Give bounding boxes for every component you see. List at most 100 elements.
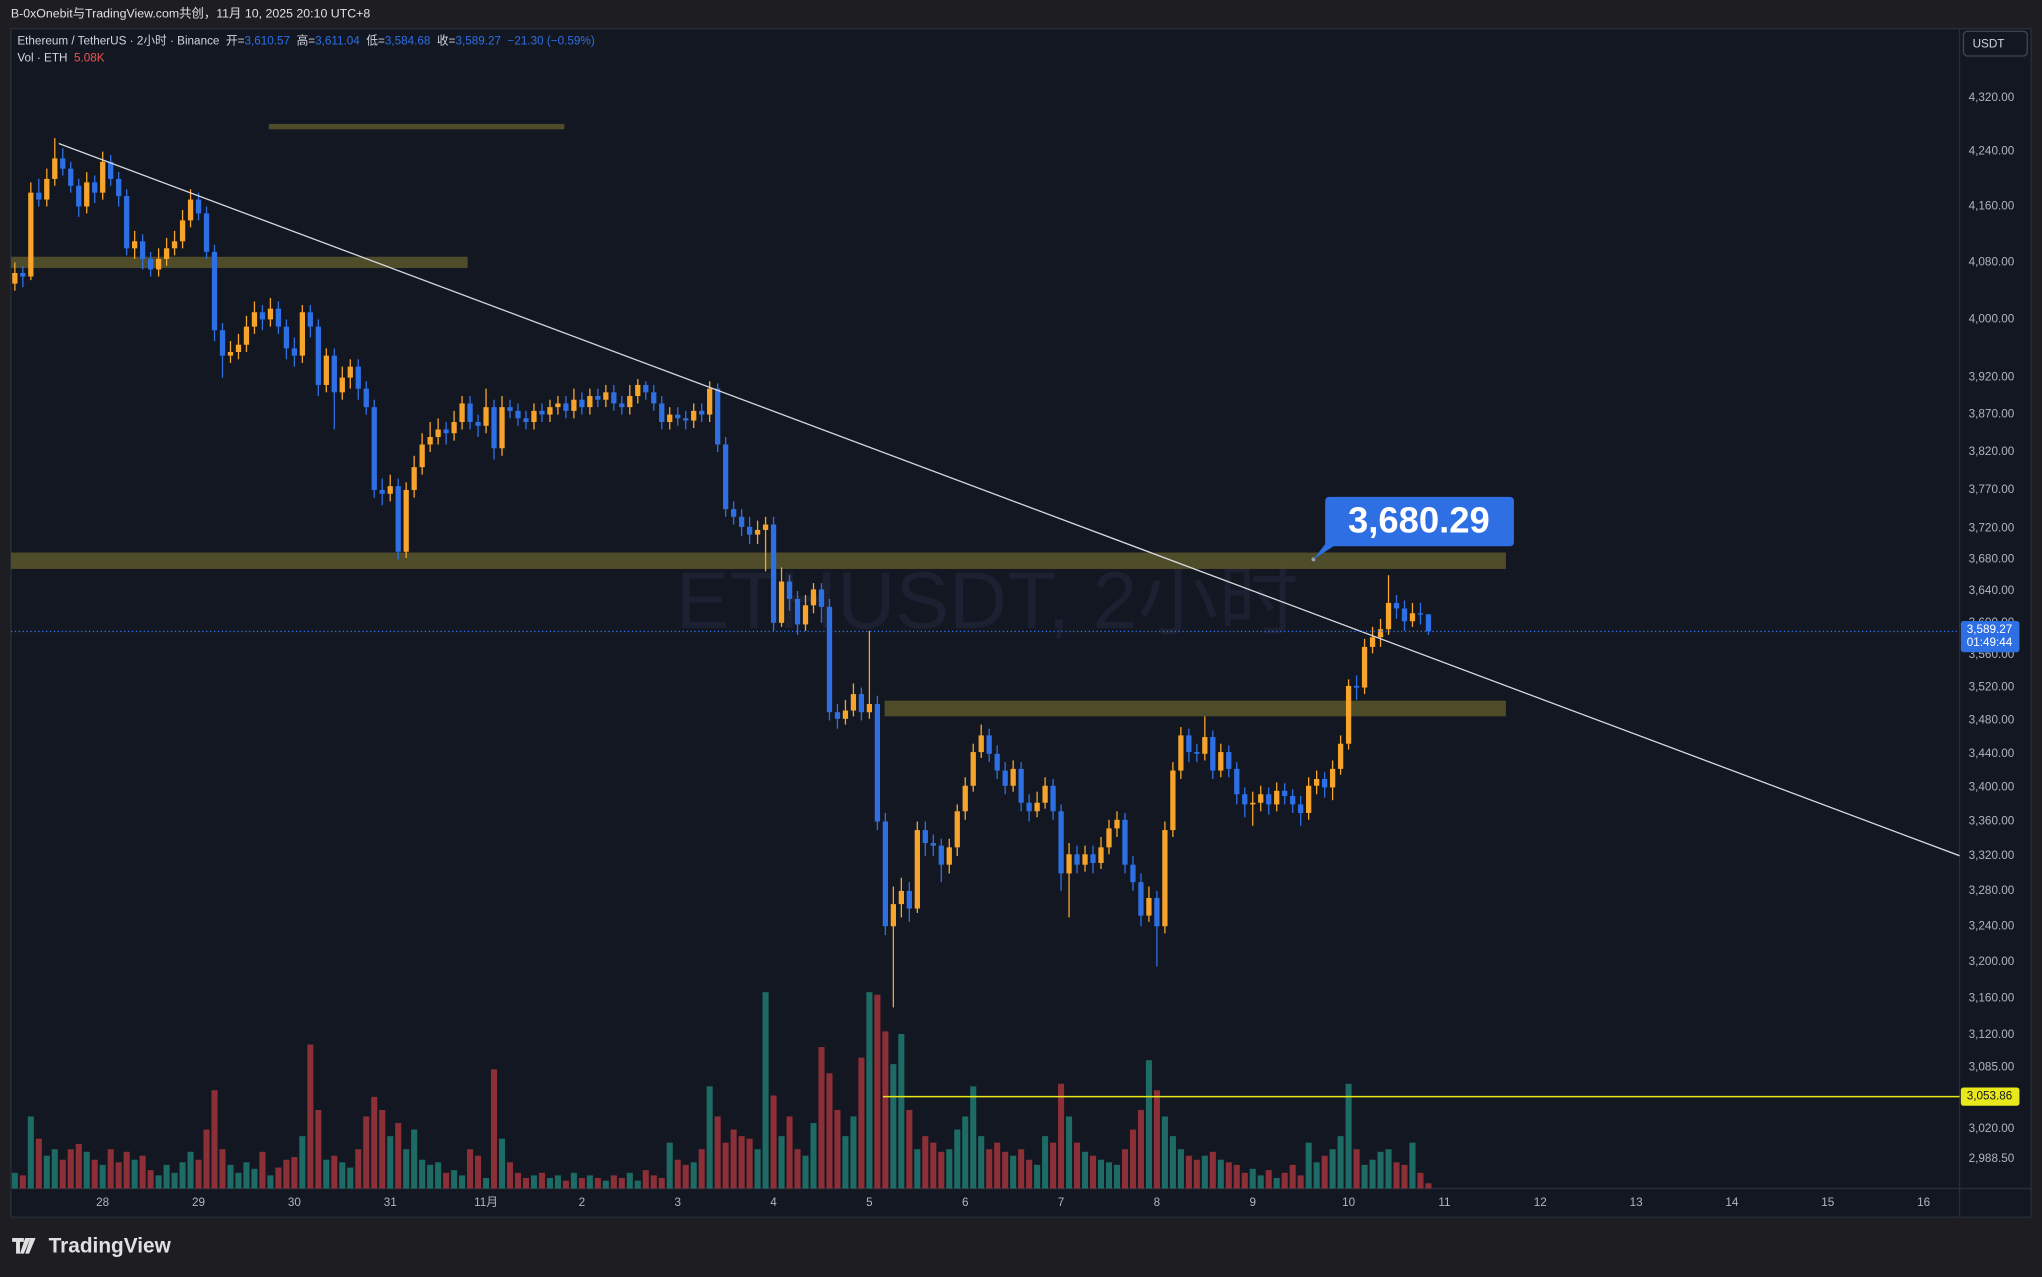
candle-body bbox=[850, 694, 857, 711]
candle-body bbox=[315, 326, 321, 385]
volume-bar bbox=[698, 1149, 705, 1189]
candle-body bbox=[20, 273, 26, 277]
candle-body bbox=[44, 178, 50, 200]
candle-body bbox=[643, 384, 649, 393]
volume-bar bbox=[1257, 1175, 1264, 1189]
candle-body bbox=[459, 403, 465, 423]
candle-body bbox=[187, 199, 194, 221]
volume-bar bbox=[283, 1159, 290, 1189]
volume-bar bbox=[1233, 1164, 1240, 1189]
candle-body bbox=[962, 785, 968, 812]
volume-bar bbox=[562, 1180, 569, 1189]
candle-body bbox=[251, 312, 258, 327]
candle-body bbox=[874, 703, 881, 822]
volume-bar bbox=[67, 1149, 74, 1189]
currency-box[interactable] bbox=[1962, 30, 2028, 57]
candle-body bbox=[1058, 811, 1064, 874]
y-tick-label: 3,640.00 bbox=[1969, 584, 2015, 597]
volume-bar bbox=[618, 1177, 625, 1189]
candle-body bbox=[603, 392, 609, 400]
volume-bar bbox=[1337, 1136, 1344, 1189]
volume-bar bbox=[1081, 1151, 1089, 1189]
volume-bar bbox=[546, 1177, 553, 1189]
volume-bar bbox=[267, 1175, 274, 1189]
volume-bar bbox=[1385, 1149, 1392, 1189]
y-tick-label: 3,400.00 bbox=[1969, 781, 2015, 794]
candle-body bbox=[299, 312, 305, 356]
caption: B-0xOnebit与TradingView.com共创，11月 10, 202… bbox=[11, 7, 371, 21]
volume-bar bbox=[1137, 1109, 1144, 1189]
candle-body bbox=[691, 410, 697, 421]
candle-body bbox=[842, 710, 849, 719]
candle-body bbox=[986, 735, 992, 754]
volume-bar bbox=[714, 1116, 721, 1189]
candle-body bbox=[1154, 897, 1160, 927]
x-tick-label: 11月 bbox=[474, 1196, 498, 1209]
candle-body bbox=[1425, 614, 1432, 632]
volume-bar bbox=[131, 1159, 138, 1189]
candle-body bbox=[1106, 828, 1112, 848]
candle-body bbox=[1034, 802, 1040, 812]
volume-bar bbox=[514, 1172, 522, 1189]
candle-body bbox=[139, 241, 146, 259]
candle-body bbox=[818, 589, 825, 607]
candle-body bbox=[635, 384, 641, 397]
candle-body bbox=[627, 396, 633, 408]
candle-body bbox=[922, 830, 928, 844]
volume-bar bbox=[602, 1180, 609, 1189]
candle-body bbox=[1258, 794, 1264, 803]
volume-bar bbox=[650, 1175, 657, 1189]
candle-body bbox=[116, 178, 122, 197]
x-tick-label: 8 bbox=[1154, 1196, 1161, 1209]
volume-bar bbox=[307, 1044, 314, 1189]
volume-value: 5.08K bbox=[74, 52, 105, 65]
volume-bar bbox=[954, 1129, 961, 1189]
volume-bar bbox=[427, 1164, 434, 1189]
volume-bar bbox=[371, 1096, 378, 1189]
x-tick-label: 7 bbox=[1058, 1196, 1065, 1209]
volume-bar bbox=[1010, 1155, 1017, 1189]
low-value: 3,584.68 bbox=[385, 35, 431, 48]
volume-bar bbox=[1153, 1090, 1160, 1189]
volume-bar bbox=[626, 1172, 633, 1189]
candle-body bbox=[1122, 819, 1128, 865]
candle-body bbox=[443, 429, 449, 434]
volume-bar bbox=[91, 1159, 98, 1189]
volume-bar bbox=[195, 1159, 202, 1189]
volume-bar bbox=[858, 1057, 865, 1189]
volume-bar bbox=[754, 1149, 761, 1189]
volume-bar bbox=[1249, 1168, 1256, 1189]
volume-bar bbox=[1121, 1149, 1129, 1189]
candle-body bbox=[52, 158, 58, 179]
candle-body bbox=[395, 486, 401, 552]
candle-body bbox=[1290, 795, 1296, 805]
chart-area bbox=[10, 27, 2032, 1218]
candle-body bbox=[1202, 737, 1208, 754]
candle-body bbox=[882, 821, 889, 927]
x-tick-label: 28 bbox=[96, 1196, 109, 1209]
candle-body bbox=[1361, 646, 1368, 688]
low-label: 低= bbox=[366, 35, 385, 48]
volume-bar bbox=[355, 1149, 362, 1189]
candle-body bbox=[132, 241, 138, 249]
high-value: 3,611.04 bbox=[315, 35, 360, 48]
volume-bar bbox=[259, 1151, 266, 1189]
candle-body bbox=[355, 366, 361, 389]
volume-bar bbox=[435, 1162, 442, 1189]
callout-label: 3,680.29 bbox=[1348, 499, 1490, 540]
candle-body bbox=[243, 326, 250, 345]
x-tick-label: 31 bbox=[384, 1196, 397, 1209]
countdown: 01:49:44 bbox=[1967, 636, 2013, 649]
candle-body bbox=[1194, 752, 1200, 754]
plot bbox=[10, 123, 1960, 1189]
volume-bar bbox=[818, 1047, 825, 1189]
volume-bar bbox=[475, 1155, 482, 1189]
y-tick-label: 3,240.00 bbox=[1969, 919, 2015, 932]
volume-bar bbox=[1034, 1164, 1041, 1189]
candle-body bbox=[451, 422, 457, 434]
candle-body bbox=[147, 258, 154, 270]
candle-body bbox=[659, 403, 665, 423]
volume-bar bbox=[1273, 1177, 1280, 1189]
volume-bar bbox=[762, 992, 769, 1189]
legend: Ethereum / TetherUS · 2小时 · Binance 开=3,6… bbox=[17, 34, 594, 48]
